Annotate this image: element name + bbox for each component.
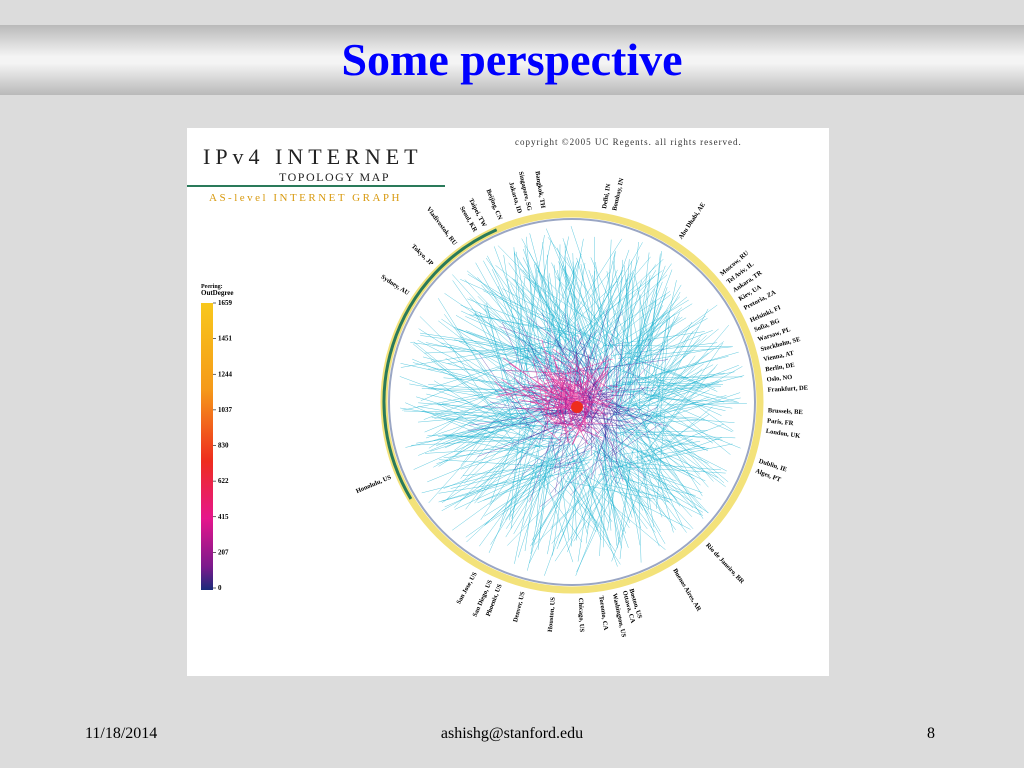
- city-label: Oslo, NO: [766, 374, 792, 384]
- slide-title: Some perspective: [341, 34, 683, 85]
- city-label: Brussels, BE: [768, 407, 803, 416]
- city-label: Toronto, CA: [597, 595, 609, 631]
- legend-label: 1244: [218, 370, 233, 378]
- legend-title: OutDegree: [201, 289, 234, 297]
- hub: [571, 401, 583, 413]
- title-bar: [0, 25, 1024, 95]
- legend-label: 415: [218, 513, 229, 521]
- legend-label: 207: [218, 548, 229, 556]
- figure-subtitle: TOPOLOGY MAP: [279, 170, 390, 184]
- city-label: Delhi, IN: [601, 183, 612, 209]
- copyright: copyright ©2005 UC Regents. all rights r…: [515, 137, 742, 147]
- legend-label: 1659: [218, 299, 233, 307]
- legend-bar: [201, 303, 213, 590]
- figure-tagline: AS-level INTERNET GRAPH: [209, 192, 402, 204]
- page-number: 8: [927, 725, 935, 742]
- figure-title: IPv4 INTERNET: [203, 144, 423, 169]
- city-label: Frankfurt, DE: [767, 385, 808, 394]
- legend-label: 0: [218, 584, 222, 592]
- legend-label: 622: [218, 477, 229, 485]
- footer-date: 11/18/2014: [85, 725, 158, 742]
- legend-label: 830: [218, 442, 229, 450]
- ring: [388, 218, 756, 586]
- legend-label: 1037: [218, 406, 233, 414]
- city-label: Houston, US: [547, 596, 557, 632]
- legend-title: Peering:: [201, 284, 223, 290]
- city-label: Berlin, DE: [765, 362, 795, 374]
- ring-arc: [382, 228, 498, 500]
- hub-edges: [494, 339, 622, 446]
- legend-label: 1451: [218, 335, 233, 343]
- city-label: Paris, FR: [767, 418, 794, 428]
- city-label: Chicago, US: [577, 598, 585, 633]
- footer-email: ashishg@stanford.edu: [440, 725, 584, 742]
- figure: IPv4 INTERNET TOPOLOGY MAP AS-level INTE…: [187, 128, 829, 676]
- graph-edges: [399, 226, 747, 576]
